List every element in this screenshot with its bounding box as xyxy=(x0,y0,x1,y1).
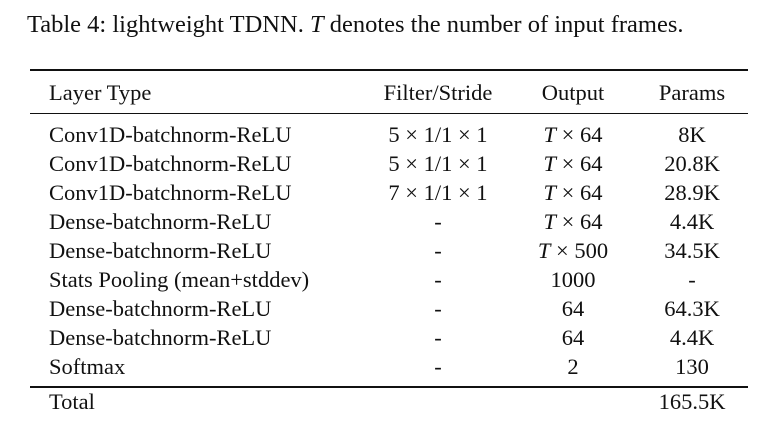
cell-filter-stride: 5 × 1/1 × 1 xyxy=(388,121,488,147)
cell-filter-stride: - xyxy=(434,295,442,321)
total-row: Total 165.5K xyxy=(30,387,748,415)
table-row: Softmax - 2 130 xyxy=(30,352,748,387)
table-row: Conv1D-batchnorm-ReLU 5 × 1/1 × 1 T × 64 20… xyxy=(30,149,748,178)
header-layer-type: Layer Type xyxy=(49,79,152,105)
total-output-empty xyxy=(510,387,636,415)
cell-filter-stride: 5 × 1/1 × 1 xyxy=(388,150,488,176)
caption-suffix: denotes the number of input frames. xyxy=(323,11,684,38)
cell-params: - xyxy=(688,266,696,292)
total-params: 165.5K xyxy=(658,388,726,414)
header-output: Output xyxy=(541,79,605,105)
table-row: Dense-batchnorm-ReLU - T × 64 4.4K xyxy=(30,207,748,236)
cell-params: 130 xyxy=(675,353,709,379)
table-container: Layer Type Filter/Stride Output Params C… xyxy=(30,69,748,415)
cell-params: 4.4K xyxy=(669,324,715,350)
table-row: Dense-batchnorm-ReLU - 64 64.3K xyxy=(30,294,748,323)
cell-layer-type: Conv1D-batchnorm-ReLU xyxy=(49,121,292,147)
table-row: Conv1D-batchnorm-ReLU 5 × 1/1 × 1 T × 64 8K xyxy=(30,114,748,150)
cell-output: 1000 xyxy=(550,266,596,292)
cell-output: 64 xyxy=(561,324,585,350)
cell-output: T × 64 xyxy=(543,150,603,176)
cell-params: 64.3K xyxy=(664,295,720,321)
caption-variable: T xyxy=(309,11,324,38)
tdnn-table: Layer Type Filter/Stride Output Params C… xyxy=(30,69,748,415)
header-filter-stride: Filter/Stride xyxy=(383,79,493,105)
cell-filter-stride: 7 × 1/1 × 1 xyxy=(388,179,488,205)
cell-filter-stride: - xyxy=(434,237,442,263)
cell-layer-type: Dense-batchnorm-ReLU xyxy=(49,324,272,350)
total-filter-empty xyxy=(360,387,510,415)
cell-filter-stride: - xyxy=(434,208,442,234)
cell-output: 2 xyxy=(567,353,579,379)
cell-output: T × 64 xyxy=(543,208,603,234)
cell-params: 4.4K xyxy=(669,208,715,234)
cell-output: 64 xyxy=(561,295,585,321)
cell-params: 8K xyxy=(678,121,706,147)
cell-output: T × 64 xyxy=(543,121,603,147)
cell-layer-type: Softmax xyxy=(49,353,126,379)
cell-output: T × 500 xyxy=(537,237,609,263)
cell-layer-type: Stats Pooling (mean+stddev) xyxy=(49,266,310,292)
table-row: Stats Pooling (mean+stddev) - 1000 - xyxy=(30,265,748,294)
header-params: Params xyxy=(658,79,726,105)
cell-layer-type: Dense-batchnorm-ReLU xyxy=(49,295,272,321)
total-label: Total xyxy=(49,388,95,414)
cell-params: 34.5K xyxy=(664,237,720,263)
table-caption: Table 4: lightweight TDNN. T denotes the… xyxy=(27,9,745,40)
cell-layer-type: Conv1D-batchnorm-ReLU xyxy=(49,179,292,205)
cell-layer-type: Conv1D-batchnorm-ReLU xyxy=(49,150,292,176)
table-row: Dense-batchnorm-ReLU - T × 500 34.5K xyxy=(30,236,748,265)
table-body: Conv1D-batchnorm-ReLU 5 × 1/1 × 1 T × 64 8K… xyxy=(30,114,748,388)
table-row: Conv1D-batchnorm-ReLU 7 × 1/1 × 1 T × 64 28… xyxy=(30,178,748,207)
cell-output: T × 64 xyxy=(543,179,603,205)
cell-filter-stride: - xyxy=(434,266,442,292)
header-row: Layer Type Filter/Stride Output Params xyxy=(30,70,748,114)
cell-layer-type: Dense-batchnorm-ReLU xyxy=(49,208,272,234)
cell-filter-stride: - xyxy=(434,353,442,379)
cell-params: 28.9K xyxy=(664,179,720,205)
table-row: Dense-batchnorm-ReLU - 64 4.4K xyxy=(30,323,748,352)
cell-params: 20.8K xyxy=(664,150,720,176)
cell-filter-stride: - xyxy=(434,324,442,350)
cell-layer-type: Dense-batchnorm-ReLU xyxy=(49,237,272,263)
caption-prefix: Table 4: lightweight TDNN. xyxy=(27,11,310,38)
